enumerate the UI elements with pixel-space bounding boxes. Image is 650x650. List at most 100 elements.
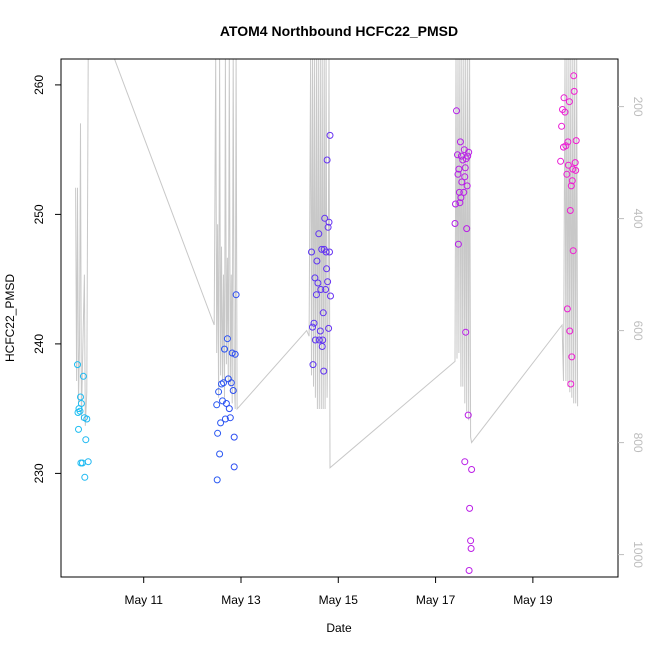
data-point [83,415,91,423]
data-point [217,419,225,427]
data-point [468,466,476,473]
data-point [84,458,92,466]
data-point [324,223,332,231]
data-point [322,286,330,293]
data-point [455,165,463,173]
data-point [325,324,333,332]
points-layer [74,72,580,574]
data-point [561,108,569,116]
data-point [467,545,475,552]
data-point [309,323,316,331]
y2-tick-label: 800 [631,433,645,453]
y-tick-label: 260 [32,75,46,95]
data-point [461,458,469,466]
data-point [567,182,575,190]
y-tick-label: 250 [32,204,46,224]
data-point [221,345,228,353]
data-point [465,567,473,574]
data-point [214,429,222,437]
y-axis-label: HCFC22_PMSD [3,274,17,362]
y2-tick-label: 400 [631,209,645,229]
data-point [77,400,85,407]
data-point [467,537,475,545]
data-point [570,87,578,95]
plot-frame [60,58,619,578]
data-point [567,380,575,388]
data-point [566,207,574,214]
data-point [563,170,571,178]
data-point [75,425,82,433]
y2-tick-label: 200 [631,97,645,117]
data-point [315,230,323,238]
x-tick-label: May 11 [124,593,163,607]
data-point [451,220,459,227]
data-point [460,188,468,196]
data-point [319,309,327,317]
data-point [570,72,578,80]
data-point [452,200,459,208]
data-point [457,194,465,202]
data-point [453,107,460,115]
y-tick-label: 230 [32,463,46,483]
data-point [454,170,462,178]
y2-tick-label: 1000 [631,541,645,568]
data-point [311,336,319,344]
data-point [564,161,572,169]
data-point [221,415,229,423]
data-point [323,156,331,164]
data-point [454,240,462,248]
data-point [77,393,84,401]
data-point [313,257,321,265]
data-point [227,379,235,387]
data-point [462,328,470,336]
data-point [322,248,330,256]
data-point [215,388,223,396]
data-point [220,379,227,387]
data-point [81,473,89,481]
data-point [461,164,469,172]
data-point [317,286,325,293]
data-point [320,367,328,375]
data-point [79,372,87,380]
data-point [566,327,574,335]
data-point [456,138,464,146]
data-point [321,214,329,222]
data-point [463,182,471,190]
data-point [569,247,577,255]
data-point [76,407,84,415]
data-point [309,361,317,369]
data-point [319,336,327,344]
data-point [456,199,464,207]
y-axis-right: 200 400 600 800 1000 [618,97,645,568]
data-point [318,343,326,350]
data-point [463,225,471,233]
data-point [459,156,467,164]
y-tick-label: 240 [32,334,46,354]
data-point [74,409,82,416]
data-point [213,401,221,409]
data-point [229,387,237,394]
data-point [82,436,90,444]
data-point [314,279,322,287]
data-point [311,274,319,282]
data-point [225,405,233,413]
data-point [222,400,230,407]
data-point [564,138,572,146]
x-tick-label: May 17 [416,593,456,607]
data-point [230,463,238,471]
data-point [572,166,580,174]
data-point [326,248,333,256]
data-point [312,291,320,299]
data-point [572,137,580,145]
data-point [466,504,474,512]
data-point [327,292,334,300]
data-point [565,98,573,106]
data-point [232,291,240,299]
data-point [557,157,565,165]
data-point [326,131,334,139]
x-tick-label: May 13 [221,593,261,607]
data-point [560,94,568,102]
data-point [226,414,234,422]
data-point [568,177,576,185]
